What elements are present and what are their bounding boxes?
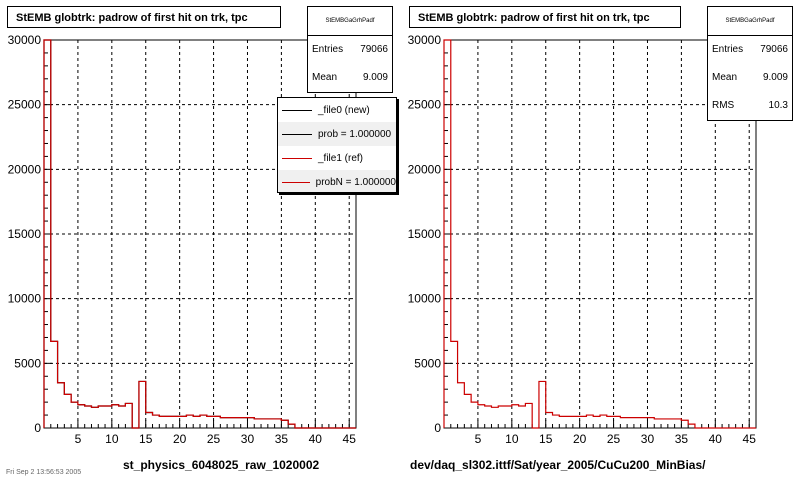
y-tick-label: 0 — [434, 421, 441, 435]
right-x-caption: dev/daq_sl302.ittf/Sat/year_2005/CuCu200… — [410, 458, 706, 472]
right-stats-row-entries: Entries 79066 — [708, 36, 792, 64]
left-stats-name: StEMBGaGrhPadf — [308, 7, 392, 36]
x-tick-label: 10 — [505, 432, 519, 446]
y-tick-label: 25000 — [8, 98, 42, 112]
legend-entry: probN = 1.000000 — [278, 170, 396, 192]
left-stats-mean-value: 9.009 — [362, 72, 388, 83]
right-stats-row-mean: Mean 9.009 — [708, 64, 792, 92]
right-stats-box: StEMBGaGrhPadf Entries 79066 Mean 9.009 … — [707, 6, 793, 121]
legend-label: probN = 1.000000 — [315, 176, 396, 188]
x-tick-label: 30 — [241, 432, 255, 446]
legend-label: prob = 1.000000 — [318, 128, 392, 140]
x-tick-label: 30 — [641, 432, 655, 446]
x-tick-label: 35 — [675, 432, 689, 446]
legend-label: _file0 (new) — [318, 104, 370, 116]
x-tick-label: 25 — [207, 432, 221, 446]
x-tick-label: 45 — [743, 432, 757, 446]
right-stats-rms-label: RMS — [712, 100, 735, 111]
right-stats-mean-value: 9.009 — [762, 72, 788, 83]
y-tick-label: 30000 — [8, 33, 42, 47]
left-stats-mean-label: Mean — [312, 72, 338, 83]
right-chart-title: StEMB globtrk: padrow of first hit on tr… — [409, 6, 681, 28]
x-tick-label: 15 — [539, 432, 553, 446]
legend-swatch-black — [282, 133, 312, 135]
legend: _file0 (new) prob = 1.000000 _file1 (ref… — [277, 97, 397, 193]
legend-label: _file1 (ref) — [318, 152, 364, 164]
y-tick-label: 20000 — [8, 162, 42, 176]
x-tick-label: 35 — [275, 432, 289, 446]
left-stats-row-entries: Entries 79066 — [308, 36, 392, 64]
left-chart-title: StEMB globtrk: padrow of first hit on tr… — [7, 6, 281, 28]
right-histogram-chart: 5 10 15 20 25 30 35 40 45 0 5000 10000 15000 20000 250… — [408, 33, 757, 446]
left-stats-row-mean: Mean 9.009 — [308, 64, 392, 92]
y-tick-label: 0 — [34, 421, 41, 435]
x-tick-label: 15 — [139, 432, 153, 446]
legend-entry: prob = 1.000000 — [278, 122, 396, 146]
x-tick-label: 40 — [309, 432, 323, 446]
left-stats-entries-label: Entries — [312, 44, 344, 55]
x-tick-label: 20 — [573, 432, 587, 446]
legend-swatch-red — [282, 181, 310, 183]
left-x-caption: st_physics_6048025_raw_1020002 — [123, 458, 320, 472]
x-tick-label: 40 — [709, 432, 723, 446]
left-stats-box: StEMBGaGrhPadf Entries 79066 Mean 9.009 — [307, 6, 393, 93]
histogram-series — [443, 39, 756, 429]
y-tick-label: 5000 — [14, 356, 41, 370]
left-histogram-chart: 5 10 15 20 25 30 35 40 45 0 5000 10000 15000 20000 250… — [8, 33, 357, 446]
right-stats-rms-value: 10.3 — [768, 100, 788, 111]
x-tick-label: 5 — [75, 432, 82, 446]
right-stats-mean-label: Mean — [712, 72, 738, 83]
right-stats-entries-label: Entries — [712, 44, 744, 55]
y-tick-label: 30000 — [408, 33, 442, 47]
right-stats-name: StEMBGaGrhPadf — [708, 7, 792, 36]
y-tick-label: 15000 — [408, 227, 442, 241]
right-panel: 5 10 15 20 25 30 35 40 45 0 5000 10000 15000 20000 250… — [400, 0, 800, 480]
left-stats-entries-value: 79066 — [360, 44, 388, 55]
left-panel: 5 10 15 20 25 30 35 40 45 0 5000 10000 15000 20000 250… — [7, 6, 393, 472]
legend-swatch-black — [282, 109, 312, 111]
x-tick-label: 45 — [343, 432, 357, 446]
right-stats-row-rms: RMS 10.3 — [708, 92, 792, 120]
y-tick-label: 5000 — [414, 356, 441, 370]
x-tick-label: 10 — [105, 432, 119, 446]
histogram-series — [43, 39, 356, 429]
right-stats-entries-value: 79066 — [760, 44, 788, 55]
y-tick-label: 20000 — [408, 162, 442, 176]
x-tick-label: 5 — [475, 432, 482, 446]
legend-swatch-red — [282, 157, 312, 159]
legend-entry: _file1 (ref) — [278, 146, 396, 170]
x-tick-label: 25 — [607, 432, 621, 446]
y-tick-label: 15000 — [8, 227, 42, 241]
legend-entry: _file0 (new) — [278, 98, 396, 122]
y-tick-label: 25000 — [408, 98, 442, 112]
timestamp-footer: Fri Sep 2 13:56:53 2005 — [6, 469, 82, 476]
y-tick-label: 10000 — [8, 292, 42, 306]
y-tick-label: 10000 — [408, 292, 442, 306]
x-tick-label: 20 — [173, 432, 187, 446]
